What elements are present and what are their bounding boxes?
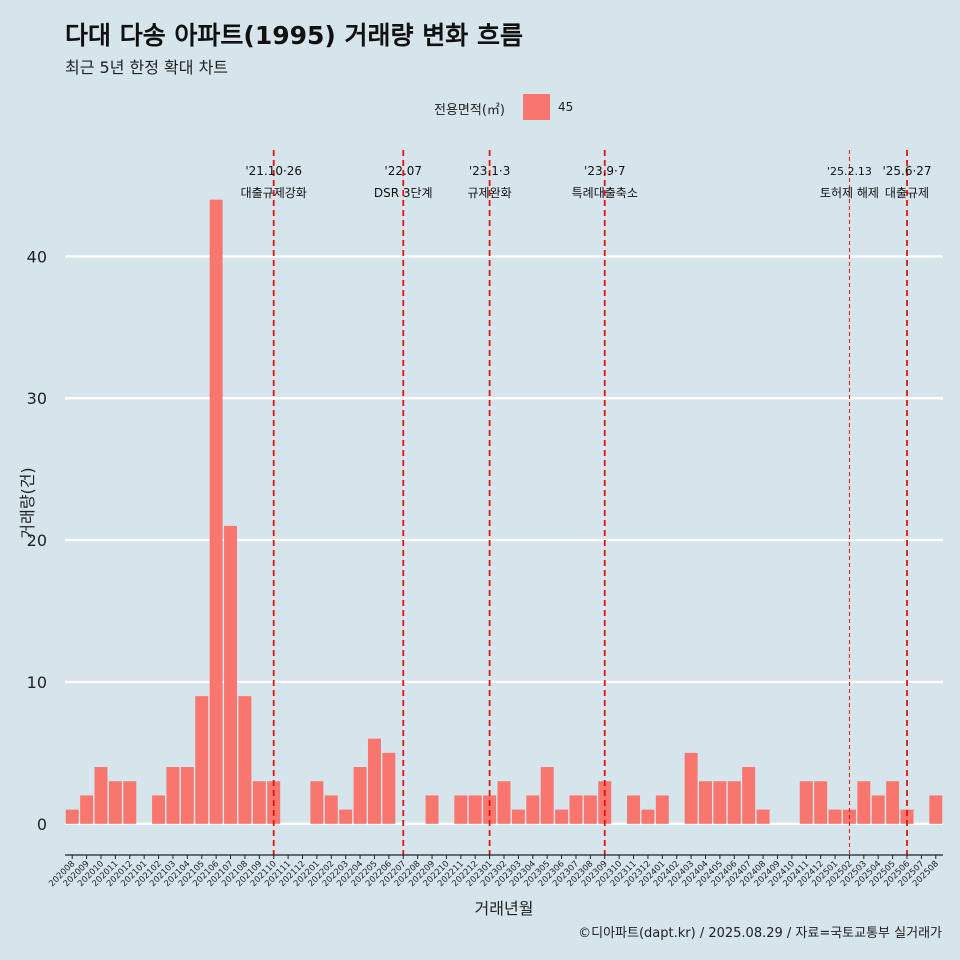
bar [209,199,223,824]
bar [425,795,439,824]
bar [483,795,497,824]
bar [799,781,813,824]
y-tick-label: 20 [27,531,47,550]
bar [742,767,756,824]
bar [555,809,569,824]
grid-layer: 0 10 20 30 40 [27,247,943,834]
bar [511,809,525,824]
legend-title: 전용면적(㎡) [434,103,505,118]
bar [339,809,353,824]
bar [886,781,900,824]
bar [727,781,741,824]
bar [583,795,597,824]
annotation-date: '21.10·26 [245,164,302,178]
annotation-layer: '21.10·26 대출규제강화 '22.07 DSR 3단계 '23.1·3 규제완화 '… [241,150,932,855]
annotation-label: 특례대출축소 [572,186,638,200]
bar [627,795,641,824]
bar [310,781,324,824]
bar [252,781,266,824]
bar [497,781,511,824]
y-tick-label: 0 [37,815,47,834]
y-tick-label: 10 [27,673,47,692]
bar [526,795,540,824]
bar [238,696,252,824]
bar [540,767,554,824]
bar [94,767,108,824]
annotation-label: 대출규제강화 [241,186,307,200]
bar [468,795,482,824]
bar [900,809,914,824]
bar [195,696,209,824]
bar [65,809,79,824]
bar [569,795,583,824]
annotation-date: '23.1·3 [469,164,510,178]
bar [353,767,367,824]
bar [152,795,166,824]
bar [166,767,180,824]
bar [655,795,669,824]
y-tick-label: 40 [27,247,47,266]
legend-label: 45 [558,100,574,114]
bar-layer [65,199,943,824]
axis-layer: 2020082020092020102020112020122021012021… [47,854,943,889]
annotation-date: '23.9·7 [584,164,625,178]
annotation-date: '25.2.13 [827,165,872,178]
legend-swatch [523,94,550,120]
annotation-label: 토허제 해제 [820,186,879,200]
chart-subtitle: 최근 5년 한정 확대 차트 [65,58,229,77]
annotation-label: 대출규제 [885,186,929,200]
bar [929,795,943,824]
bar [684,752,698,824]
bar [324,795,338,824]
bar [713,781,727,824]
bar [641,809,655,824]
bar [123,781,137,824]
bar [871,795,885,824]
caption: ©디아파트(dapt.kr) / 2025.08.29 / 자료=국토교통부 실… [578,926,942,941]
bar [699,781,712,824]
bar [180,767,194,824]
bar [814,781,828,824]
bar [828,809,842,824]
bar [108,781,122,824]
annotation-date: '22.07 [384,164,422,178]
bar [454,795,468,824]
y-tick-label: 30 [27,389,47,408]
y-axis-title: 거래량(건) [18,467,37,538]
x-axis-title: 거래년월 [475,899,534,918]
bar [756,809,770,824]
bar [382,752,396,824]
bar [224,525,238,824]
bar [857,781,871,824]
annotation-label: 규제완화 [468,186,512,200]
bar [367,738,381,824]
annotation-label: DSR 3단계 [374,186,433,200]
chart-title: 다대 다송 아파트(1995) 거래량 변화 흐름 [65,21,523,50]
annotation-date: '25.6·27 [882,164,931,178]
bar [80,795,94,824]
